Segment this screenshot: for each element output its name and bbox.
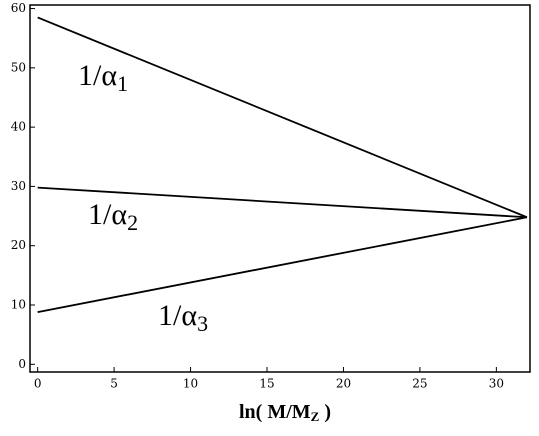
x-tick-label: 15 xyxy=(259,377,274,391)
series-label-sub: 2 xyxy=(127,210,138,235)
plot-frame xyxy=(29,4,531,373)
x-tick-label: 20 xyxy=(336,377,351,391)
y-tick-label: 30 xyxy=(11,179,26,193)
x-tick-label: 10 xyxy=(183,377,198,391)
y-tick-label: 0 xyxy=(18,357,26,371)
x-tick-label: 30 xyxy=(489,377,504,391)
y-tick-label: 20 xyxy=(11,238,26,252)
series-label-name: 1/α xyxy=(78,59,117,92)
x-tick-label: 5 xyxy=(110,377,118,391)
y-tick-label: 10 xyxy=(11,298,26,312)
x-axis-label: ln( M/MZ ) xyxy=(239,401,331,424)
series-label-sub: 3 xyxy=(197,311,208,336)
line xyxy=(37,186,527,219)
y-tick-label: 60 xyxy=(11,1,26,15)
y-tick-label: 50 xyxy=(11,60,26,74)
x-tick-label: 25 xyxy=(412,377,427,391)
x-tick-label: 0 xyxy=(34,377,42,391)
series-label: 1/α1 xyxy=(78,59,128,96)
line xyxy=(37,16,528,219)
series-label-name: 1/α xyxy=(88,198,127,231)
y-tick-label: 40 xyxy=(11,120,26,134)
line xyxy=(37,216,528,314)
series-label: 1/α3 xyxy=(158,299,208,336)
series-label-sub: 1 xyxy=(117,71,128,96)
series-label-name: 1/α xyxy=(158,299,197,332)
series-label: 1/α2 xyxy=(88,198,138,235)
